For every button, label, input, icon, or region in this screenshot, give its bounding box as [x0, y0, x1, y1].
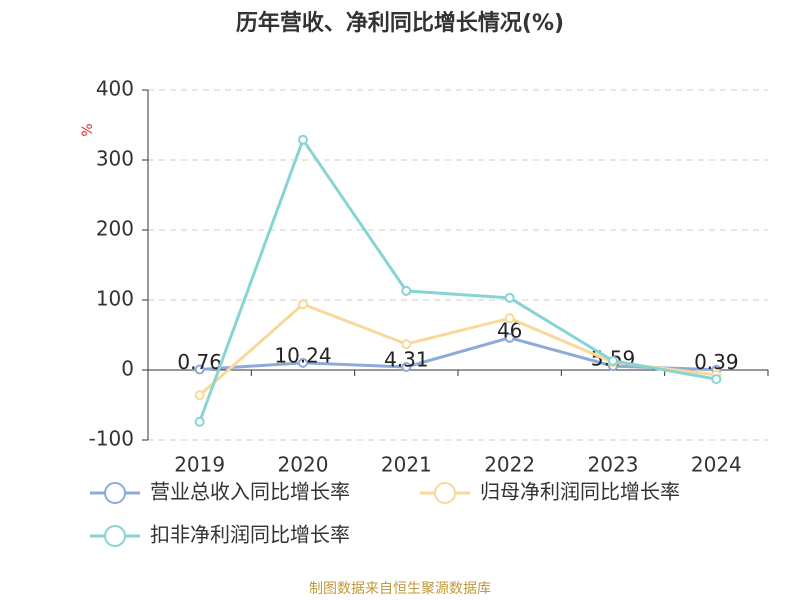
y-tick-label: 400 — [96, 77, 134, 101]
x-tick-label: 2019 — [174, 453, 225, 477]
data-point — [298, 299, 308, 310]
data-point — [401, 361, 412, 372]
y-axis-label: % — [80, 123, 96, 136]
data-point — [504, 292, 515, 303]
legend-label[interactable]: 归母净利润同比增长率 — [480, 480, 680, 504]
legend-label[interactable]: 扣非净利润同比增长率 — [150, 523, 350, 547]
y-tick-label: 300 — [96, 147, 134, 171]
y-tick-label: 100 — [96, 287, 134, 311]
data-point — [194, 416, 205, 427]
data-label: 10.24 — [274, 343, 331, 367]
data-point — [504, 313, 515, 324]
x-tick-label: 2021 — [381, 453, 432, 477]
legend-marker[interactable] — [434, 482, 456, 504]
data-label: 4.31 — [384, 347, 429, 371]
x-tick-label: 2020 — [278, 453, 329, 477]
legend-marker[interactable] — [104, 525, 126, 547]
data-label: 0.76 — [177, 350, 222, 374]
series-line — [199, 336, 717, 372]
x-tick-label: 2024 — [691, 453, 742, 477]
data-point — [194, 364, 205, 375]
data-point — [504, 332, 515, 343]
y-tick-label: 200 — [96, 217, 134, 241]
data-point — [401, 339, 412, 350]
data-point — [298, 134, 308, 145]
legend-label[interactable]: 营业总收入同比增长率 — [150, 480, 350, 504]
data-point — [401, 285, 412, 296]
x-tick-label: 2023 — [588, 453, 639, 477]
data-point — [608, 355, 618, 366]
data-point — [711, 374, 722, 385]
legend-marker[interactable] — [104, 482, 126, 504]
y-tick-label: -100 — [89, 427, 134, 451]
data-point — [194, 390, 205, 401]
series-line — [198, 136, 717, 423]
data-point — [298, 357, 308, 368]
y-tick-label: 0 — [121, 357, 134, 381]
x-tick-label: 2022 — [484, 453, 535, 477]
chart-title: 历年营收、净利同比增长情况(%) — [236, 10, 564, 36]
source-note: 制图数据来自恒生聚源数据库 — [309, 581, 491, 597]
